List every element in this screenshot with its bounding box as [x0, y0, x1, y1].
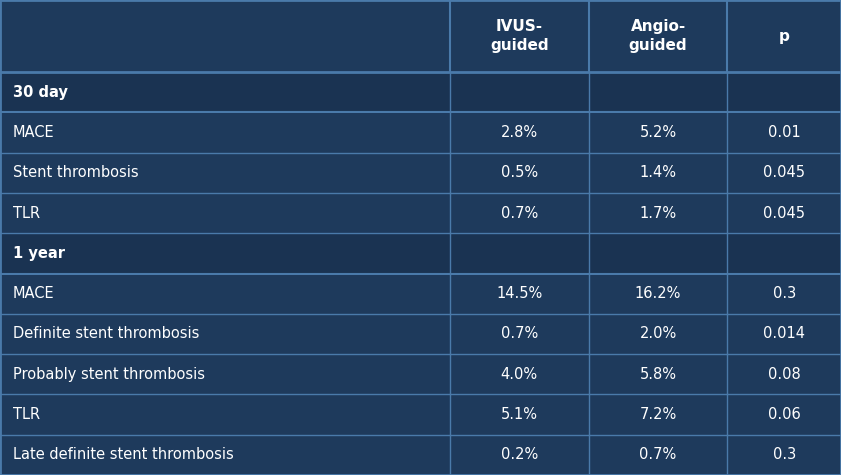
Text: Late definite stent thrombosis: Late definite stent thrombosis — [13, 447, 233, 462]
Text: 0.7%: 0.7% — [500, 326, 538, 342]
Text: 30 day: 30 day — [13, 85, 67, 100]
Text: 0.01: 0.01 — [768, 125, 801, 140]
Text: 0.014: 0.014 — [764, 326, 805, 342]
Text: p: p — [779, 28, 790, 44]
Text: Definite stent thrombosis: Definite stent thrombosis — [13, 326, 199, 342]
Text: Angio-
guided: Angio- guided — [629, 19, 687, 53]
Text: 0.7%: 0.7% — [639, 447, 677, 462]
Text: 0.3: 0.3 — [773, 447, 796, 462]
Bar — [0, 233, 841, 274]
Text: Stent thrombosis: Stent thrombosis — [13, 165, 138, 180]
Text: 0.7%: 0.7% — [500, 206, 538, 220]
Text: 4.0%: 4.0% — [500, 367, 538, 382]
Text: 2.0%: 2.0% — [639, 326, 677, 342]
Bar — [0, 72, 841, 112]
Text: 5.8%: 5.8% — [640, 367, 676, 382]
Text: 0.08: 0.08 — [768, 367, 801, 382]
Text: 14.5%: 14.5% — [496, 286, 542, 301]
Text: 1.4%: 1.4% — [640, 165, 676, 180]
Text: TLR: TLR — [13, 206, 40, 220]
Text: 1.7%: 1.7% — [639, 206, 677, 220]
Text: 5.2%: 5.2% — [639, 125, 677, 140]
Text: 0.045: 0.045 — [764, 206, 805, 220]
Text: Probably stent thrombosis: Probably stent thrombosis — [13, 367, 204, 382]
Text: IVUS-
guided: IVUS- guided — [490, 19, 548, 53]
Text: 0.06: 0.06 — [768, 407, 801, 422]
Text: 1 year: 1 year — [13, 246, 65, 261]
Text: TLR: TLR — [13, 407, 40, 422]
Text: 16.2%: 16.2% — [635, 286, 681, 301]
Text: 2.8%: 2.8% — [500, 125, 538, 140]
Text: 5.1%: 5.1% — [501, 407, 537, 422]
Text: 0.5%: 0.5% — [500, 165, 538, 180]
Text: 0.3: 0.3 — [773, 286, 796, 301]
Text: 7.2%: 7.2% — [639, 407, 677, 422]
Text: MACE: MACE — [13, 125, 54, 140]
Text: MACE: MACE — [13, 286, 54, 301]
Text: 0.2%: 0.2% — [500, 447, 538, 462]
Text: 0.045: 0.045 — [764, 165, 805, 180]
